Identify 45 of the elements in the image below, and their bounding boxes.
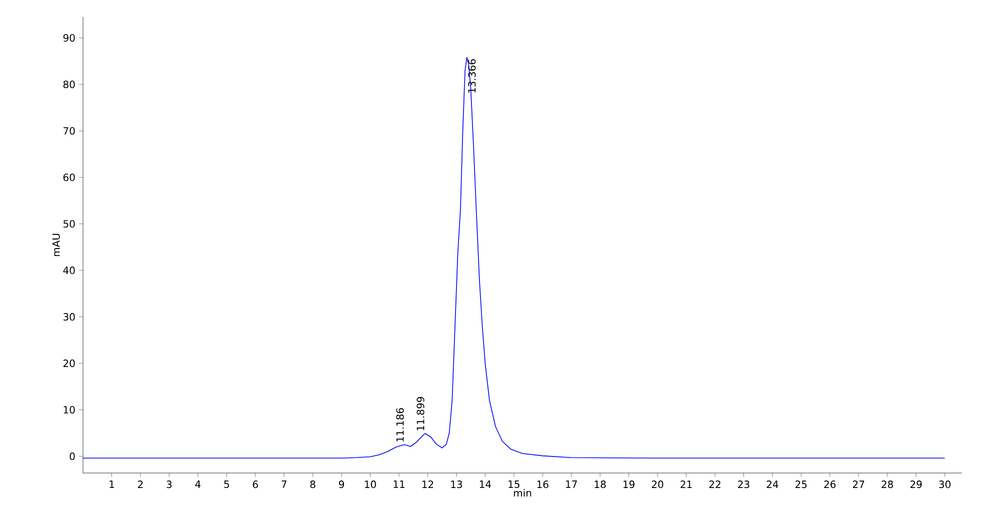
y-tick-label: 0 [70, 452, 75, 460]
x-tick-label: 4 [195, 480, 201, 488]
x-tick-label: 7 [282, 480, 286, 488]
x-tick-label: 8 [310, 480, 316, 488]
y-axis-title: mAU [52, 234, 60, 256]
y-tick-label: 60 [63, 174, 75, 182]
x-tick-label: 22 [709, 480, 720, 488]
x-tick-label: 29 [910, 480, 922, 488]
y-tick-label: 90 [63, 34, 75, 42]
x-tick-label: 25 [796, 480, 807, 488]
x-tick-label: 30 [939, 480, 950, 488]
y-tick-label: 50 [64, 220, 75, 228]
x-tick-label: 13 [451, 480, 462, 488]
x-tick-label: 10 [364, 480, 376, 488]
x-tick-label: 12 [422, 480, 434, 488]
x-tick-label: 11 [394, 480, 404, 488]
x-tick-label: 19 [624, 480, 634, 488]
x-tick-label: 20 [652, 480, 664, 488]
y-tick-label: 40 [63, 266, 75, 274]
y-tick-label: 70 [64, 127, 75, 135]
x-axis-title: min [514, 488, 532, 497]
x-tick-label: 9 [338, 480, 344, 488]
x-tick-label: 3 [166, 480, 172, 488]
x-tick-label: 24 [766, 480, 778, 488]
annotation: 13.366 [468, 59, 476, 93]
x-tick-label: 14 [480, 480, 491, 488]
x-tick-label: 27 [852, 480, 864, 488]
x-tick-label: 26 [824, 480, 836, 488]
x-tick-label: 6 [252, 480, 258, 488]
y-tick-label: 10 [64, 406, 75, 414]
x-tick-label: 5 [224, 480, 229, 488]
x-tick-label: 23 [738, 480, 750, 488]
x-tick-label: 2 [138, 480, 143, 488]
y-tick-label: 30 [64, 313, 75, 321]
x-tick-label: 18 [594, 480, 606, 488]
x-tick-label: 28 [882, 480, 893, 488]
x-tick-label: 15 [508, 480, 520, 488]
x-tick-label: 17 [566, 480, 577, 488]
x-tick-label: 1 [110, 480, 114, 488]
y-tick-label: 20 [63, 360, 75, 368]
x-tick-label: 21 [680, 480, 692, 488]
y-tick-label: 80 [63, 80, 75, 88]
x-tick-label: 16 [537, 480, 548, 488]
annotation: 11.899 [416, 397, 424, 430]
annotation: 11.186 [396, 408, 404, 442]
